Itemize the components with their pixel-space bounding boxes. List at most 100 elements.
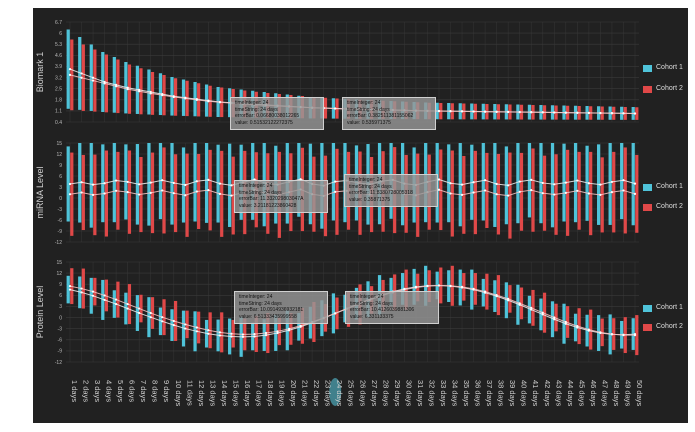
data-point [299, 324, 302, 327]
error-bar [542, 292, 547, 333]
data-point [484, 290, 487, 293]
error-bar [635, 315, 639, 356]
error-bar [485, 152, 489, 229]
data-point [103, 192, 106, 195]
data-point [576, 179, 579, 182]
legend-label-cohort2[interactable]: Cohort 2 [656, 85, 683, 92]
x-tick-label: 48 days [612, 380, 621, 407]
legend-swatch-cohort2[interactable] [643, 86, 652, 93]
error-bar [185, 153, 189, 237]
x-tick-label: 41 days [531, 380, 540, 407]
data-point [149, 311, 152, 315]
x-tick-label: 1 days [70, 380, 79, 402]
error-bar [101, 52, 105, 112]
data-point [530, 111, 533, 114]
data-point [622, 334, 625, 337]
error-bar [485, 273, 489, 310]
tooltip-line: value: 6.51333435999558 [239, 313, 297, 320]
error-bar [550, 143, 555, 228]
y-tick-label: 1.8 [55, 98, 62, 104]
data-point [161, 189, 164, 192]
x-tick-label: 4 days [105, 380, 114, 402]
data-point [472, 287, 475, 290]
data-point [276, 330, 279, 333]
data-point [449, 182, 452, 185]
error-bar [204, 143, 209, 223]
error-bar [127, 284, 132, 325]
legend-label-cohort1[interactable]: Cohort 1 [656, 64, 683, 71]
data-point [449, 192, 452, 195]
x-tick-label: 28 days [381, 380, 390, 407]
legend-swatch-cohort2[interactable] [643, 324, 652, 331]
error-bar [162, 299, 166, 336]
error-bar [335, 297, 339, 330]
data-point [553, 111, 556, 114]
data-point [161, 179, 164, 182]
error-bar [493, 280, 497, 312]
tooltip-protein-cohort2: timeInteger: 24 timeString: 24 days erro… [345, 291, 439, 324]
legend-label-cohort1[interactable]: Cohort 1 [656, 304, 683, 311]
data-point [161, 94, 164, 97]
legend-swatch-cohort1[interactable] [643, 65, 652, 72]
x-tick-label: 32 days [427, 380, 436, 407]
error-bar [124, 292, 128, 325]
tooltip-line: value: 0.51532122272375 [235, 119, 293, 126]
data-point [91, 294, 95, 297]
data-point [622, 179, 625, 182]
data-point [172, 95, 175, 99]
data-point [530, 306, 533, 309]
error-bar [147, 297, 151, 338]
x-tick-label: 6 days [128, 380, 137, 402]
data-point [115, 302, 118, 306]
data-point [172, 319, 175, 323]
y-axis-label: Biomark 1 [35, 52, 45, 93]
legend-label-cohort2[interactable]: Cohort 2 [656, 323, 683, 330]
data-point [599, 183, 602, 186]
error-bar [631, 143, 635, 226]
data-point [195, 98, 198, 101]
data-point [195, 190, 198, 193]
y-tick-label: 9 [59, 163, 62, 169]
data-point [437, 188, 441, 191]
data-point [149, 316, 152, 319]
error-bar [573, 313, 578, 342]
y-tick-label: 3 [59, 304, 62, 310]
legend-swatch-cohort2[interactable] [643, 204, 652, 211]
tooltip-line: timeInteger: 24 [239, 183, 273, 189]
x-tick-label: 3 days [93, 380, 102, 402]
error-bar [516, 143, 520, 224]
x-tick-label: 29 days [393, 380, 402, 407]
data-point [484, 189, 487, 192]
data-point [138, 307, 141, 310]
legend-swatch-cohort1[interactable] [643, 305, 652, 312]
legend-label-cohort2[interactable]: Cohort 2 [656, 203, 683, 210]
y-tick-label: -3 [58, 326, 63, 332]
error-bar [135, 295, 139, 331]
data-point [553, 316, 556, 319]
x-tick-label: 18 days [266, 380, 275, 407]
data-point [149, 92, 152, 95]
legend-label-cohort1[interactable]: Cohort 1 [656, 183, 683, 190]
y-tick-label: 6.7 [55, 20, 62, 26]
data-point [414, 286, 418, 289]
x-tick-label: 38 days [497, 380, 506, 407]
x-tick-label: 10 days [174, 380, 183, 407]
data-point [495, 182, 498, 186]
x-tick-label: 44 days [566, 380, 575, 407]
x-tick-label: 49 days [623, 380, 632, 407]
data-point [334, 180, 337, 183]
data-point [253, 332, 256, 336]
data-point [264, 331, 268, 335]
data-point [518, 111, 521, 114]
error-bar [93, 277, 97, 306]
y-tick-label: 12 [56, 271, 62, 277]
data-point [91, 290, 95, 293]
data-point [530, 308, 533, 311]
data-point [541, 192, 544, 195]
error-bar [158, 307, 163, 336]
data-point [230, 335, 233, 338]
data-point [184, 97, 187, 100]
data-point [633, 182, 637, 185]
legend-swatch-cohort1[interactable] [643, 184, 652, 191]
data-point [68, 288, 72, 291]
